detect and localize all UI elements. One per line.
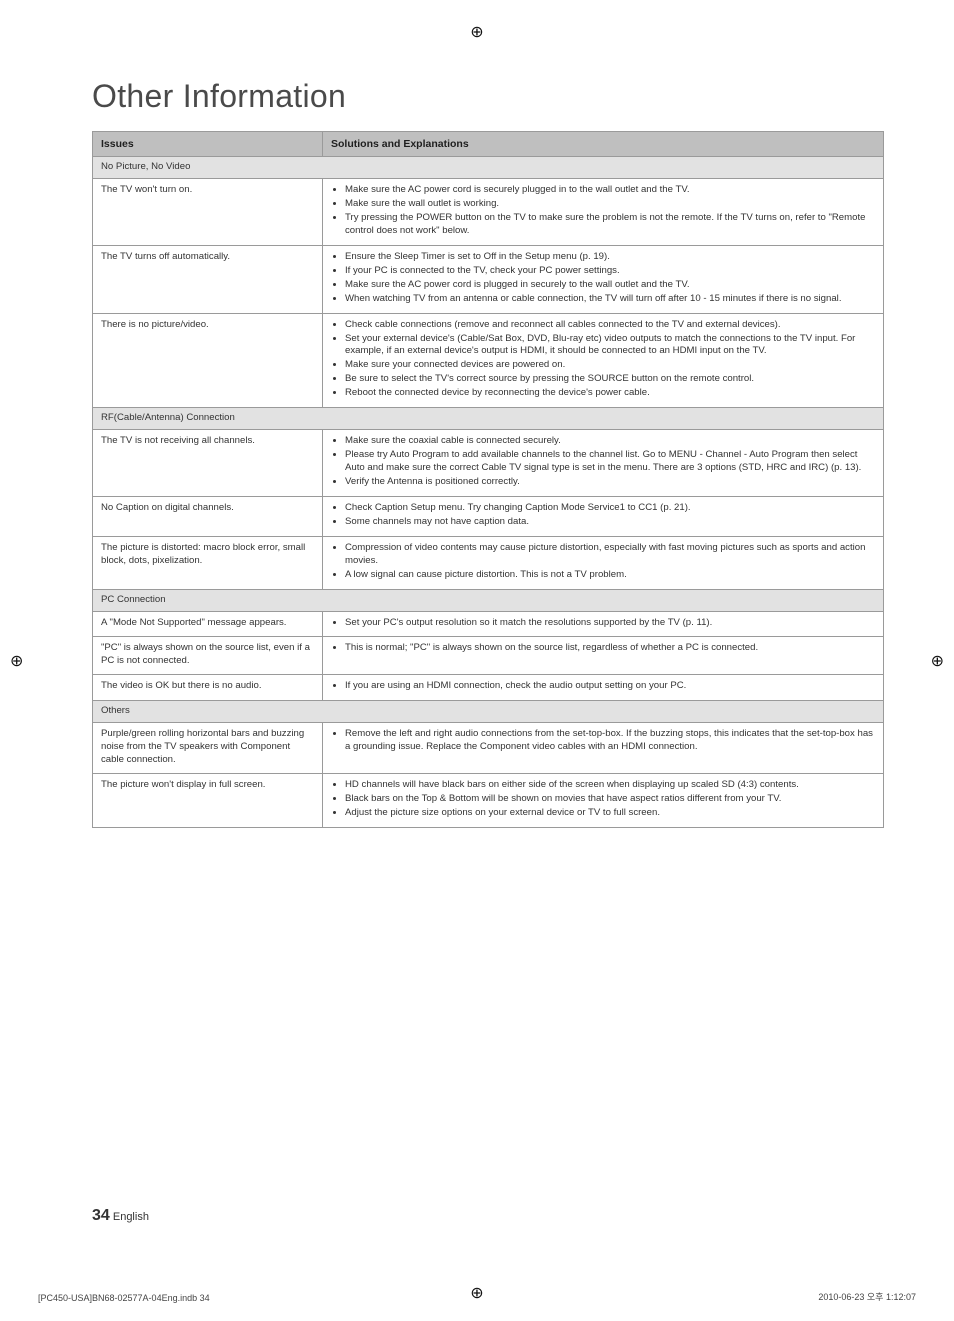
issue-cell: The video is OK but there is no audio.: [93, 675, 323, 701]
solution-cell: Make sure the coaxial cable is connected…: [323, 430, 884, 497]
issue-cell: The TV turns off automatically.: [93, 245, 323, 313]
registration-right: ⊕: [931, 651, 944, 671]
solution-item: Please try Auto Program to add available…: [345, 449, 875, 475]
solution-item: Set your external device's (Cable/Sat Bo…: [345, 333, 875, 359]
solution-item: Make sure the AC power cord is plugged i…: [345, 279, 875, 292]
section-rf-cable: RF(Cable/Antenna) Connection: [93, 408, 884, 430]
solution-cell: Compression of video contents may cause …: [323, 536, 884, 589]
solution-cell: This is normal; "PC" is always shown on …: [323, 637, 884, 675]
solution-item: If you are using an HDMI connection, che…: [345, 680, 875, 693]
page-number: 34 English: [92, 1207, 149, 1225]
solution-item: When watching TV from an antenna or cabl…: [345, 293, 875, 306]
issue-cell: A "Mode Not Supported" message appears.: [93, 611, 323, 637]
issue-cell: The picture is distorted: macro block er…: [93, 536, 323, 589]
solution-item: A low signal can cause picture distortio…: [345, 569, 875, 582]
solution-item: Verify the Antenna is positioned correct…: [345, 476, 875, 489]
solution-cell: Ensure the Sleep Timer is set to Off in …: [323, 245, 884, 313]
issue-cell: The picture won't display in full screen…: [93, 774, 323, 828]
solution-cell: Remove the left and right audio connecti…: [323, 723, 884, 774]
solution-item: Make sure the coaxial cable is connected…: [345, 435, 875, 448]
solution-item: Be sure to select the TV's correct sourc…: [345, 373, 875, 386]
solution-item: Check cable connections (remove and reco…: [345, 319, 875, 332]
solution-item: If your PC is connected to the TV, check…: [345, 265, 875, 278]
issue-cell: No Caption on digital channels.: [93, 496, 323, 536]
solution-item: Check Caption Setup menu. Try changing C…: [345, 502, 875, 515]
solution-item: Make sure your connected devices are pow…: [345, 359, 875, 372]
issue-cell: The TV is not receiving all channels.: [93, 430, 323, 497]
solution-cell: If you are using an HDMI connection, che…: [323, 675, 884, 701]
issue-cell: Purple/green rolling horizontal bars and…: [93, 723, 323, 774]
registration-bottom: ⊕: [470, 1283, 483, 1303]
solution-item: Adjust the picture size options on your …: [345, 807, 875, 820]
issue-cell: The TV won't turn on.: [93, 179, 323, 246]
solution-cell: Make sure the AC power cord is securely …: [323, 179, 884, 246]
page-number-value: 34: [92, 1207, 110, 1224]
solution-item: Remove the left and right audio connecti…: [345, 728, 875, 754]
solution-item: Set your PC's output resolution so it ma…: [345, 617, 875, 630]
solution-item: Ensure the Sleep Timer is set to Off in …: [345, 251, 875, 264]
solution-cell: Check cable connections (remove and reco…: [323, 313, 884, 408]
solution-item: Black bars on the Top & Bottom will be s…: [345, 793, 875, 806]
registration-left: ⊕: [10, 651, 23, 671]
solution-item: Compression of video contents may cause …: [345, 542, 875, 568]
header-issues: Issues: [93, 132, 323, 157]
solution-cell: Check Caption Setup menu. Try changing C…: [323, 496, 884, 536]
solution-item: This is normal; "PC" is always shown on …: [345, 642, 875, 655]
solution-item: HD channels will have black bars on eith…: [345, 779, 875, 792]
page-title: Other Information: [92, 78, 884, 115]
solution-item: Try pressing the POWER button on the TV …: [345, 212, 875, 238]
header-solutions: Solutions and Explanations: [323, 132, 884, 157]
section-pc-connection: PC Connection: [93, 589, 884, 611]
solution-item: Reboot the connected device by reconnect…: [345, 387, 875, 400]
solution-item: Make sure the AC power cord is securely …: [345, 184, 875, 197]
solution-item: Some channels may not have caption data.: [345, 516, 875, 529]
registration-top: ⊕: [470, 22, 483, 42]
section-others: Others: [93, 701, 884, 723]
page-lang: English: [113, 1211, 149, 1223]
solution-cell: Set your PC's output resolution so it ma…: [323, 611, 884, 637]
issue-cell: "PC" is always shown on the source list,…: [93, 637, 323, 675]
troubleshooting-table: Issues Solutions and Explanations No Pic…: [92, 131, 884, 828]
section-no-picture: No Picture, No Video: [93, 157, 884, 179]
footer-left: [PC450-USA]BN68-02577A-04Eng.indb 34: [38, 1293, 210, 1303]
solution-cell: HD channels will have black bars on eith…: [323, 774, 884, 828]
page-content: Other Information Issues Solutions and E…: [0, 0, 954, 828]
issue-cell: There is no picture/video.: [93, 313, 323, 408]
footer-right: 2010-06-23 오후 1:12:07: [818, 1290, 916, 1303]
solution-item: Make sure the wall outlet is working.: [345, 198, 875, 211]
